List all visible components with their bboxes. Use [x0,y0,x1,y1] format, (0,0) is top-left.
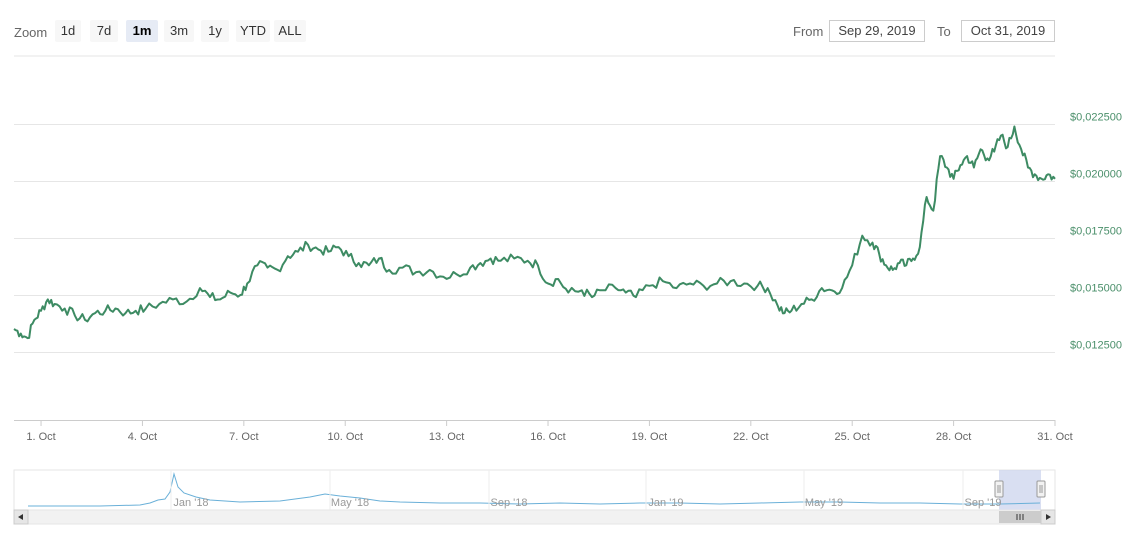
navigator-tick-label: Jan '18 [173,497,208,509]
navigator-tick-label: May '18 [331,497,369,509]
x-tick-label: 4. Oct [128,431,157,443]
zoom-label: Zoom [14,25,48,40]
x-tick-label: 10. Oct [327,431,362,443]
x-tick-label: 25. Oct [834,431,869,443]
zoom-button-ytd[interactable]: YTD [236,20,270,42]
scrollbar[interactable] [13,509,1056,525]
x-tick-label: 1. Oct [26,431,55,443]
x-tick-label: 7. Oct [229,431,258,443]
arrow-right-icon [1046,514,1051,520]
to-date-input[interactable]: Oct 31, 2019 [961,20,1055,42]
navigator-axis-labels: Jan '18 May '18 Sep '18 Jan '19 May '19 Sep '… [170,470,1002,510]
zoom-button-3m[interactable]: 3m [164,20,194,42]
navigator[interactable]: Jan '18 May '18 Sep '18 Jan '19 May '19 Sep '… [13,469,1056,511]
navigator-right-handle[interactable] [1036,480,1046,498]
navigator-tick-label: May '19 [805,497,843,509]
x-tick-label: 31. Oct [1037,431,1072,443]
zoom-button-1m[interactable]: 1m [126,20,158,42]
x-tick-label: 22. Oct [733,431,768,443]
from-date-input[interactable]: Sep 29, 2019 [829,20,925,42]
to-label: To [937,24,951,39]
x-tick-label: 19. Oct [632,431,667,443]
y-tick-label: $0,017500 [1070,226,1122,238]
arrow-left-icon [18,514,23,520]
y-axis-labels: $0,012500 $0,015000 $0,017500 $0,020000 $0,0… [1070,112,1122,352]
y-tick-label: $0,020000 [1070,169,1122,181]
zoom-button-1y[interactable]: 1y [201,20,229,42]
from-label: From [793,24,824,39]
x-tick-label: 16. Oct [530,431,565,443]
zoom-button-7d[interactable]: 7d [90,20,118,42]
scrollbar-track[interactable] [13,509,1056,525]
navigator-left-handle[interactable] [994,480,1004,498]
x-axis: 1. Oct 4. Oct 7. Oct 10. Oct 13. Oct 16. Oct 1… [26,420,1073,443]
navigator-tick-label: Sep '19 [965,497,1002,509]
x-tick-label: 28. Oct [936,431,971,443]
y-grid [14,124,1055,353]
y-tick-label: $0,022500 [1070,112,1122,124]
navigator-series-line [28,472,1041,507]
zoom-button-all[interactable]: ALL [274,20,306,42]
y-tick-label: $0,012500 [1070,340,1122,352]
navigator-tick-label: Jan '19 [648,497,683,509]
range-selector-toolbar: Zoom 1d 7d 1m 3m 1y YTD ALL From Sep 29,… [0,0,1139,50]
x-tick-label: 13. Oct [429,431,464,443]
y-tick-label: $0,015000 [1070,283,1122,295]
navigator-tick-label: Sep '18 [491,497,528,509]
zoom-button-1d[interactable]: 1d [55,20,81,42]
price-series-line[interactable] [13,125,1056,340]
